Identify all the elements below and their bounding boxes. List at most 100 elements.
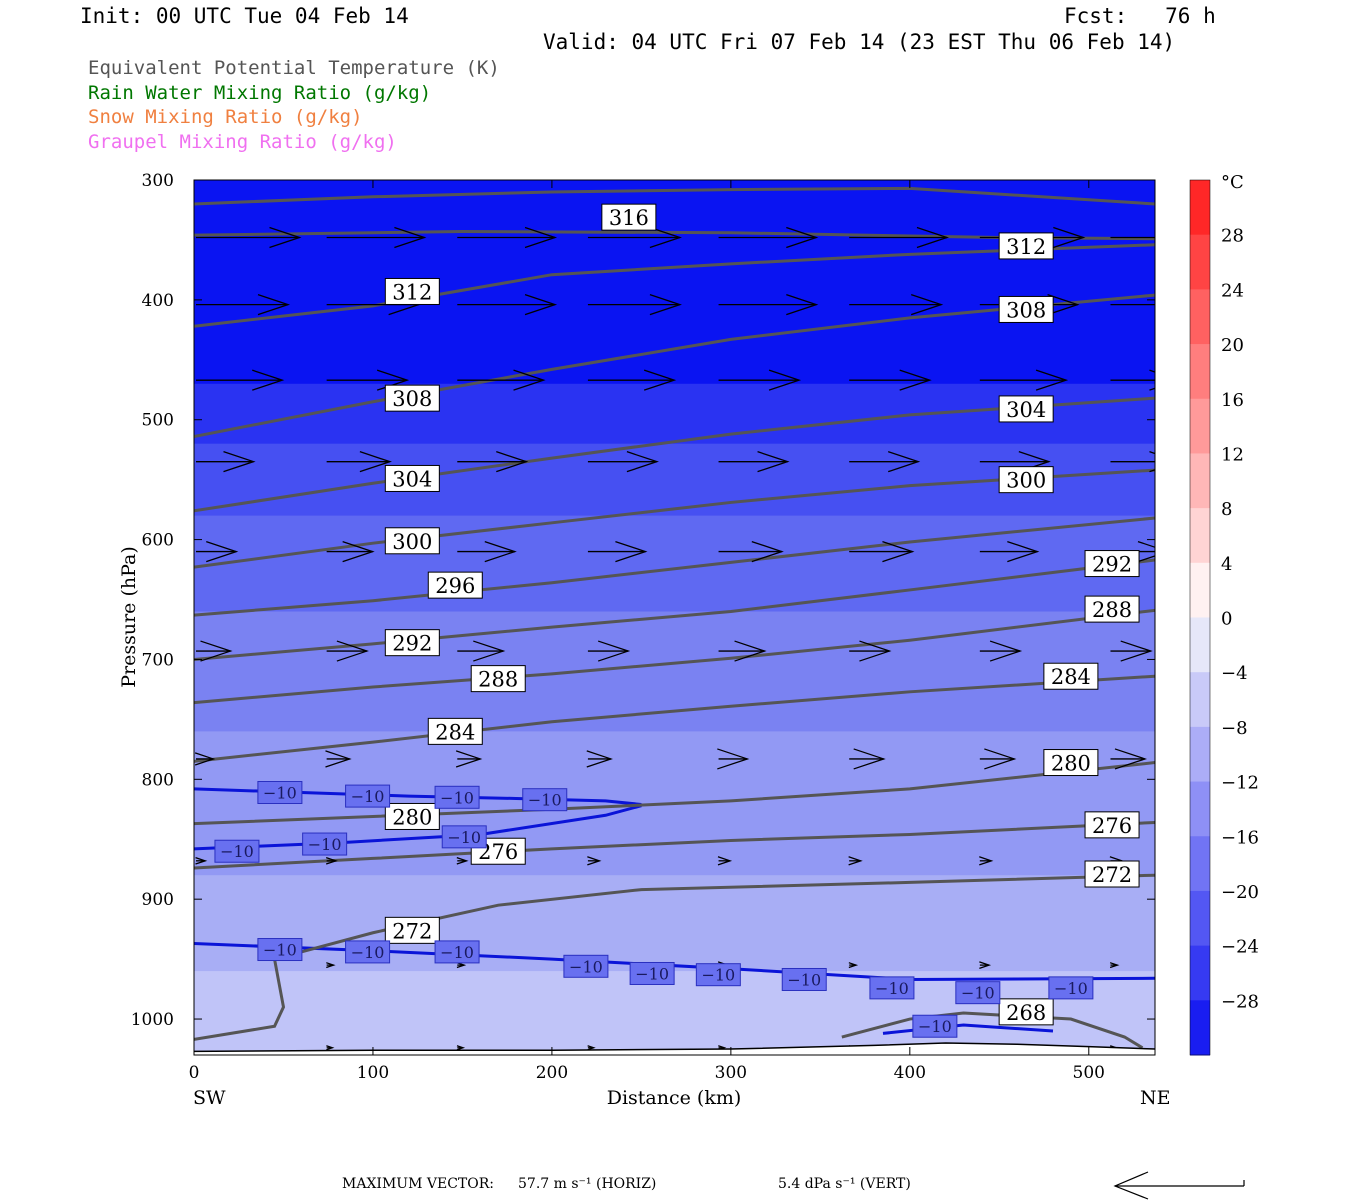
colorbar-tick-label: −16 — [1221, 827, 1259, 848]
isotherm-label-box — [781, 967, 827, 991]
wind-vector — [1110, 369, 1155, 391]
theta-e-label: 312 — [1006, 235, 1046, 259]
y-tick-label: 1000 — [131, 1010, 174, 1030]
theta-e-label: 284 — [1051, 665, 1091, 689]
wind-vector — [586, 750, 613, 768]
x-tick-label: 300 — [715, 1063, 747, 1083]
colorbar-segment — [1190, 781, 1210, 837]
theta-e-label-box — [384, 916, 440, 944]
theta-e-label-box — [1084, 595, 1140, 623]
theta-e-label: 308 — [392, 387, 432, 411]
theta-e-label-box — [1043, 662, 1099, 690]
wind-vector — [457, 640, 506, 662]
shading-band-3 — [194, 515, 1155, 613]
colorbar-segment — [1190, 1000, 1210, 1056]
isotherm-label: −10 — [701, 966, 735, 985]
isotherm-label: −10 — [918, 1017, 952, 1036]
wind-vector — [718, 451, 790, 473]
contour-label-layer: 3163123123083083043043003002962922922882… — [214, 203, 1140, 1038]
theta-e-contour-292 — [194, 558, 1155, 661]
theta-e-label: 288 — [478, 668, 518, 692]
x-left-label: SW — [193, 1087, 226, 1109]
isotherm-label: −10 — [351, 943, 385, 962]
theta-e-label: 276 — [1092, 814, 1132, 838]
y-tick-label: 400 — [142, 291, 174, 311]
wind-vector — [1110, 640, 1153, 662]
theta-e-label-box — [384, 277, 440, 305]
theta-e-label-box — [384, 629, 440, 657]
wind-vector — [326, 962, 336, 969]
colorbar-tick-label: −20 — [1221, 882, 1259, 903]
wind-vector — [455, 750, 483, 768]
isotherm-label: −10 — [440, 788, 474, 807]
max-vector-label: MAXIMUM VECTOR: — [342, 1176, 494, 1192]
theta-e-label: 280 — [392, 805, 432, 829]
isotherm-label: −10 — [1054, 979, 1088, 998]
wind-vector — [587, 540, 648, 563]
theta-e-contour-312 — [194, 243, 1155, 328]
theta-e-label-box — [1084, 811, 1140, 839]
isotherm-label-box — [257, 781, 303, 804]
y-tick-label: 700 — [142, 650, 174, 670]
colorbar-unit: °C — [1221, 172, 1244, 193]
wind-vector — [849, 748, 886, 770]
wind-vector — [979, 856, 994, 866]
theta-e-label-box — [998, 295, 1054, 323]
wind-vector — [196, 540, 239, 563]
colorbar-segment — [1190, 836, 1210, 892]
theta-e-label-box — [1084, 550, 1140, 578]
theta-e-contour-284 — [194, 674, 1155, 763]
isotherm-label-box — [912, 1014, 958, 1038]
theta-e-label: 300 — [392, 530, 432, 554]
wind-vector — [717, 748, 750, 770]
isotherm-label-box — [695, 963, 741, 987]
isotherm-label: −10 — [875, 979, 909, 998]
isotherm-label: −10 — [440, 943, 474, 962]
wind-vector — [457, 540, 517, 563]
reference-vector — [1113, 1171, 1245, 1200]
wind-vector — [196, 294, 291, 316]
wind-vector — [718, 294, 819, 316]
colorbar-tick-label: 8 — [1221, 499, 1232, 520]
wind-vector — [979, 540, 1040, 563]
isotherm-minus10 — [882, 1023, 1054, 1035]
wind-vector — [717, 856, 733, 866]
wind-vector — [1110, 304, 1155, 306]
wind-vector — [979, 748, 1017, 770]
isotherm-label: −10 — [263, 784, 297, 803]
wind-vector — [587, 451, 659, 473]
theta-e-contour-296 — [194, 516, 1155, 617]
colorbar-segment — [1190, 289, 1210, 345]
wind-vector — [849, 640, 892, 662]
colorbar-tick-label: 12 — [1221, 444, 1244, 465]
isotherm-label-box — [563, 954, 609, 978]
init-time: Init: 00 UTC Tue 04 Feb 14 — [80, 4, 409, 28]
colorbar-segment — [1190, 234, 1210, 290]
terrain-layer — [193, 1042, 1156, 1055]
y-tick-label: 300 — [142, 171, 174, 191]
colorbar-tick-label: 20 — [1221, 335, 1244, 356]
wind-vector — [849, 451, 921, 473]
isotherm-label-box — [302, 832, 348, 856]
isotherm-label-box — [345, 784, 391, 808]
theta-e-contour-272 — [194, 873, 1155, 1041]
wind-vector — [196, 226, 302, 249]
wind-vector — [849, 540, 915, 563]
theta-e-label: 308 — [1006, 298, 1046, 322]
y-axis-title: Pressure (hPa) — [118, 546, 140, 688]
theta-e-contour-304 — [194, 396, 1155, 513]
x-tick-label: 100 — [357, 1063, 389, 1083]
colorbar-segment — [1190, 672, 1210, 728]
wind-vector — [718, 369, 802, 391]
wind-vector — [326, 1045, 335, 1051]
colorbar-tick-label: −12 — [1221, 773, 1259, 794]
colorbar-segment — [1190, 453, 1210, 509]
wind-vector-layer — [194, 226, 1155, 1051]
terrain-line — [193, 1042, 1156, 1053]
wind-vector — [1110, 451, 1155, 473]
colorbar-frame — [1189, 179, 1211, 1056]
wind-vector — [849, 226, 949, 249]
theta-e-label-box — [427, 571, 483, 599]
wind-vector — [848, 856, 863, 866]
isotherm-label-box — [955, 981, 1001, 1005]
